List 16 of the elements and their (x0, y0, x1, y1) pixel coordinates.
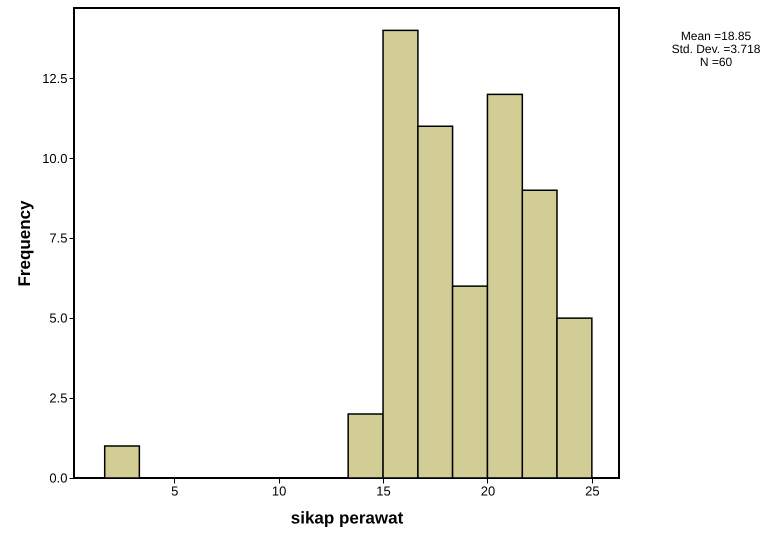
y-tick-label: 0.0 (49, 470, 68, 486)
text: Mean =18.85 (680, 29, 752, 43)
text: Std. Dev. =3.718 (672, 42, 761, 56)
x-tick-label: 15 (376, 484, 391, 498)
x-tick-label: 10 (272, 484, 286, 498)
y-tick-label: 12.5 (42, 70, 68, 86)
text: N =60 (700, 55, 732, 69)
x-tick-label: 20 (480, 484, 496, 498)
y-axis-title: Frequency (15, 200, 34, 286)
x-tick-label: 25 (585, 484, 600, 498)
x-axis-title: sikap perawat (290, 508, 404, 528)
x-tick-label: 5 (171, 484, 178, 498)
y-tick-label: 10.0 (42, 150, 68, 166)
y-tick-label: 5.0 (49, 310, 68, 326)
y-tick-label: 7.5 (49, 230, 68, 246)
y-tick-label: 2.5 (49, 390, 68, 406)
